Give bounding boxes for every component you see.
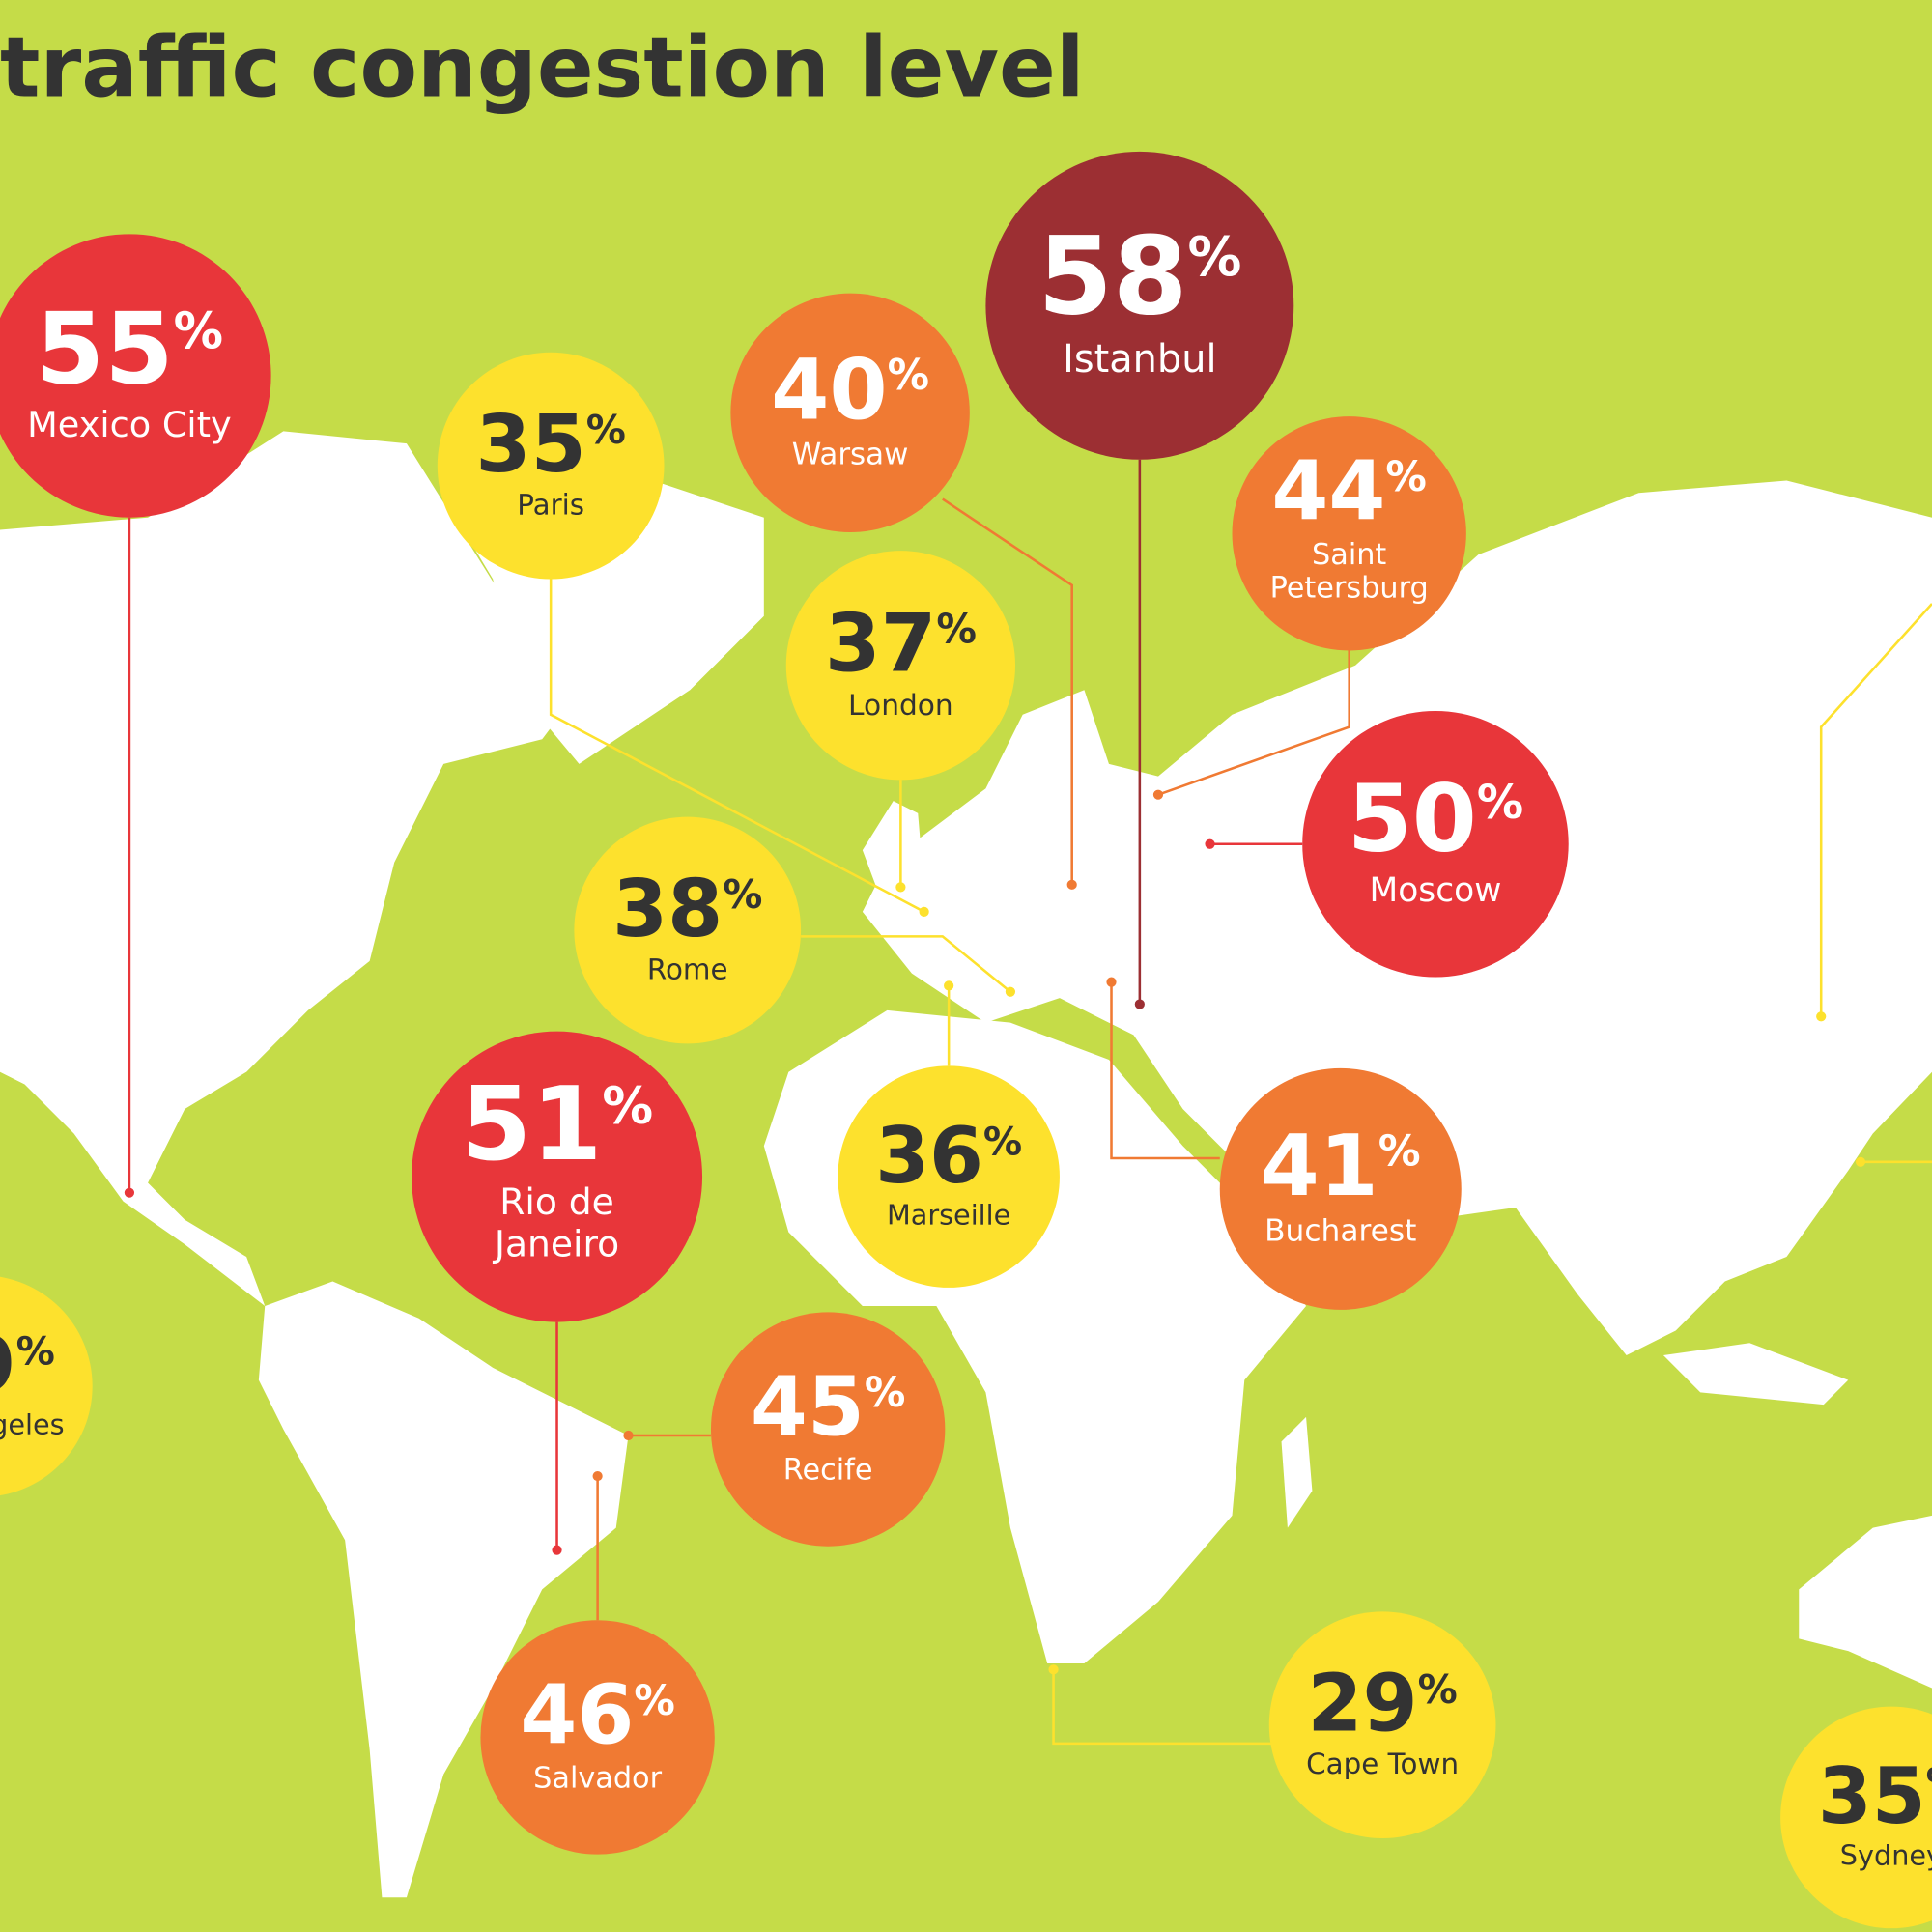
leader-dot <box>124 1187 135 1198</box>
city-pin: 40%Warsaw <box>730 293 1077 890</box>
city-pins: 55%Mexico City 35%Paris40%Warsaw58%Istanb… <box>0 151 1932 1929</box>
leader-line <box>549 579 925 914</box>
city-percent: 41% <box>1261 1117 1421 1215</box>
city-percent: 51% <box>461 1065 653 1183</box>
city-pin: 46%Salvador <box>480 1470 715 1855</box>
city-name: Marseille <box>887 1198 1010 1231</box>
city-name: Bucharest <box>1264 1214 1416 1249</box>
leader-dot <box>1152 789 1164 800</box>
city-pin: 41%Bucharest <box>1106 977 1462 1310</box>
leader-dot <box>1134 999 1145 1009</box>
city-circle <box>1780 1706 1932 1929</box>
city-circle <box>985 151 1294 460</box>
city-circle <box>412 1031 703 1322</box>
city-percent: 40% <box>771 342 929 439</box>
city-circle <box>785 551 1016 781</box>
city-name: London <box>848 688 953 722</box>
city-name: Rio de Janeiro <box>493 1180 619 1264</box>
city-circle <box>1232 416 1466 651</box>
city-name: Mexico City <box>27 404 232 445</box>
city-percent: 39% <box>0 1320 55 1410</box>
city-percent: 46% <box>520 1668 675 1764</box>
city-pin: 50%Moscow <box>1205 710 1569 978</box>
city-circle <box>1302 710 1569 978</box>
city-pin: 29%Cape Town <box>1048 1611 1496 1839</box>
leader-dot <box>552 1545 562 1555</box>
city-circle <box>838 1065 1060 1288</box>
leader-line <box>801 935 1011 993</box>
leader-dot <box>944 980 954 991</box>
city-circle <box>0 1276 93 1496</box>
city-name: Saint Petersburg <box>1270 538 1429 606</box>
city-name: Warsaw <box>792 437 909 471</box>
leader-dot <box>1005 986 1016 997</box>
city-name: Paris <box>517 489 584 522</box>
city-pin: 55%Mexico City <box>0 234 271 1198</box>
city-percent: 58% <box>1037 213 1241 339</box>
city-pin: 58%Istanbul <box>985 151 1294 1009</box>
leader-line <box>1052 1669 1272 1746</box>
leader-dot <box>1855 1156 1866 1167</box>
city-percent: 37% <box>825 597 977 691</box>
city-pin: 35%Paris <box>437 352 929 917</box>
australia <box>1799 1515 1932 1689</box>
leader-dot <box>623 1430 634 1441</box>
city-pin: 38%Rome <box>574 816 1016 1044</box>
city-name: Recife <box>783 1454 873 1488</box>
north-america <box>0 431 580 1307</box>
city-name: Sydney <box>1840 1839 1932 1872</box>
city-pin: 45%Recife <box>623 1312 946 1547</box>
city-pin: 51%Rio de Janeiro <box>412 1031 703 1555</box>
indonesia <box>1662 1343 1849 1406</box>
leader-dot <box>895 882 906 893</box>
leader-dot <box>1066 879 1077 890</box>
city-circle <box>1268 1611 1496 1839</box>
city-percent: 35% <box>475 399 625 491</box>
madagascar <box>1281 1416 1313 1528</box>
leader-dot <box>919 906 929 917</box>
city-circle <box>1219 1067 1462 1310</box>
city-percent: 35% <box>1818 1750 1932 1841</box>
leader-dot <box>1048 1664 1059 1675</box>
city-name: Moscow <box>1370 871 1502 910</box>
leader-dot <box>592 1470 603 1482</box>
city-percent: 44% <box>1271 444 1427 540</box>
city-percent: 55% <box>36 292 223 407</box>
city-pin: 36%Marseille <box>838 980 1060 1288</box>
leader-line <box>1110 981 1220 1160</box>
city-circle <box>0 234 271 518</box>
city-circle <box>574 816 802 1044</box>
city-percent: 36% <box>875 1110 1022 1201</box>
city-circle <box>710 1312 946 1547</box>
city-name: Istanbul <box>1063 337 1216 382</box>
city-percent: 50% <box>1348 765 1523 873</box>
city-circle <box>437 352 665 580</box>
city-pin: 44%Saint Petersburg <box>1152 416 1466 800</box>
leader-line <box>1819 603 1932 1017</box>
city-circle <box>730 293 970 533</box>
city-name: Salvador <box>533 1762 662 1796</box>
title: traffic congestion level <box>0 18 1085 116</box>
city-percent: 38% <box>612 864 762 955</box>
city-name: Rome <box>647 952 728 985</box>
leader-dot <box>1816 1011 1827 1022</box>
leader-dot <box>1205 838 1215 849</box>
city-pin: 35%Sydney <box>1780 1706 1932 1929</box>
leader-dot <box>1106 977 1117 987</box>
city-pin: 37%London <box>785 551 1016 893</box>
city-percent: 45% <box>751 1360 906 1456</box>
leader-line <box>942 497 1073 885</box>
city-name: Los Angeles <box>0 1407 65 1440</box>
city-name: Cape Town <box>1306 1747 1459 1780</box>
city-pin: 39%Los Angeles <box>0 1276 93 1496</box>
south-america <box>258 1281 629 1898</box>
city-percent: 29% <box>1307 1659 1457 1750</box>
city-circle <box>480 1620 715 1855</box>
leader-line <box>1157 650 1350 796</box>
